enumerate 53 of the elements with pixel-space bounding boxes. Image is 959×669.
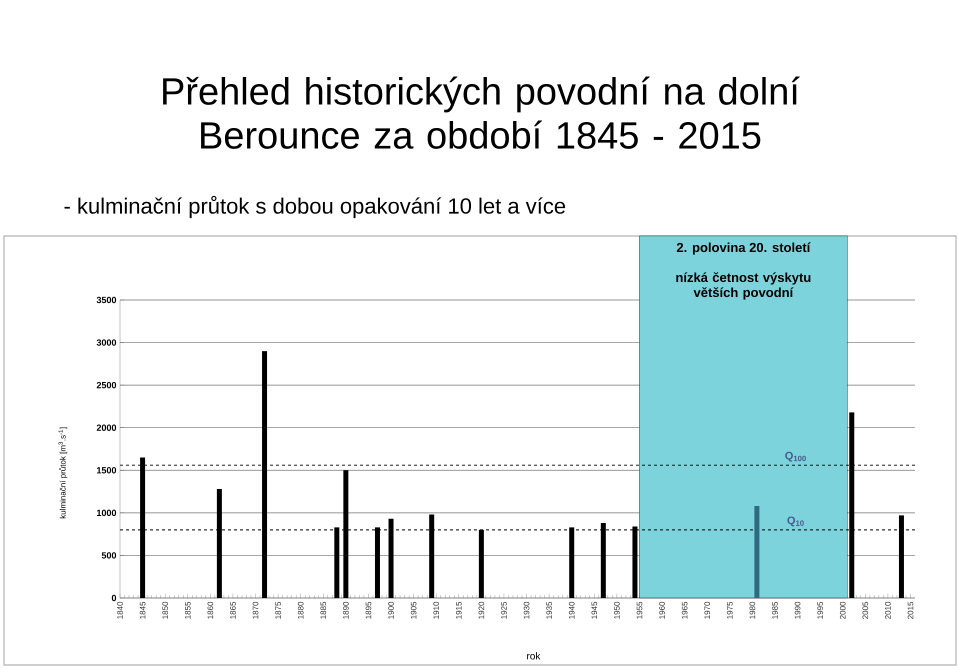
ref-line-label: Q$_{100}$ bbox=[785, 452, 806, 462]
x-tick-label: 1935 bbox=[546, 602, 552, 619]
x-tick-label: 1885 bbox=[320, 602, 326, 619]
x-tick-label: 1875 bbox=[275, 602, 281, 619]
x-tick-label: 1860 bbox=[208, 602, 214, 619]
band-label: 2. polovina 20. století bbox=[676, 242, 811, 255]
x-tick-label: 1940 bbox=[568, 602, 575, 619]
x-tick-label: 1965 bbox=[682, 602, 688, 619]
y-tick-label: 3500 bbox=[96, 296, 116, 304]
x-tick-label: 2010 bbox=[885, 602, 891, 619]
x-tick-label: 1910 bbox=[433, 602, 440, 619]
y-tick-label: 2500 bbox=[96, 382, 116, 388]
x-tick-label: 1975 bbox=[726, 602, 733, 619]
x-tick-label: 1840 bbox=[117, 602, 123, 619]
x-tick-label: 1970 bbox=[704, 602, 710, 619]
x-tick-label: 1855 bbox=[184, 602, 191, 619]
y-tick-label: 3000 bbox=[96, 339, 116, 346]
x-tick-label: 1955 bbox=[636, 602, 642, 619]
x-tick-label: 1845 bbox=[140, 602, 146, 619]
x-tick-label: 1985 bbox=[772, 602, 778, 619]
x-tick-label: 1960 bbox=[659, 602, 665, 619]
bar bbox=[754, 506, 760, 598]
y-tick-label: 2000 bbox=[96, 424, 116, 431]
x-tick-label: 1945 bbox=[591, 602, 598, 619]
ref-line-label: Q$_{10}$ bbox=[787, 516, 804, 526]
y-tick-label: 500 bbox=[102, 552, 116, 559]
x-axis-title: rok bbox=[527, 652, 540, 660]
x-tick-label: 1870 bbox=[252, 602, 258, 619]
x-tick-label: 1880 bbox=[298, 602, 304, 619]
chart-title: Přehled historických povodní na dolní Berounce za období 1845 - 2015 bbox=[163, 76, 800, 149]
x-tick-label: 1990 bbox=[794, 602, 800, 619]
x-tick-label: 1995 bbox=[817, 602, 823, 619]
x-tick-label: 1890 bbox=[343, 602, 349, 619]
y-tick-label: 1000 bbox=[97, 510, 116, 516]
x-tick-label: 1900 bbox=[388, 602, 394, 619]
y-axis-title: kulminační průtok [m$^{3}$.s$^{-1}$] bbox=[58, 427, 68, 518]
y-tick-label: 1500 bbox=[97, 467, 116, 474]
x-tick-label: 2005 bbox=[862, 602, 868, 619]
x-tick-label: 1920 bbox=[478, 602, 484, 619]
x-tick-label: 1950 bbox=[614, 602, 620, 619]
x-tick-label: 1930 bbox=[524, 602, 530, 619]
y-tick-label: 0 bbox=[112, 594, 116, 602]
x-tick-label: 1980 bbox=[750, 602, 756, 619]
x-tick-label: 1905 bbox=[410, 602, 416, 619]
x-tick-label: 2015 bbox=[908, 602, 914, 619]
x-tick-label: 1915 bbox=[456, 602, 462, 619]
text: nízká četnost výskytu větších povodní bbox=[676, 272, 810, 300]
x-tick-label: 2000 bbox=[840, 602, 846, 619]
x-tick-label: 1850 bbox=[162, 602, 168, 619]
x-tick-label: 1925 bbox=[501, 602, 507, 619]
x-tick-label: 1895 bbox=[366, 602, 372, 619]
x-tick-label: 1865 bbox=[230, 602, 236, 619]
chart-subtitle: - kulminační průtok s dobou opakování 10 let a více bbox=[64, 196, 566, 218]
